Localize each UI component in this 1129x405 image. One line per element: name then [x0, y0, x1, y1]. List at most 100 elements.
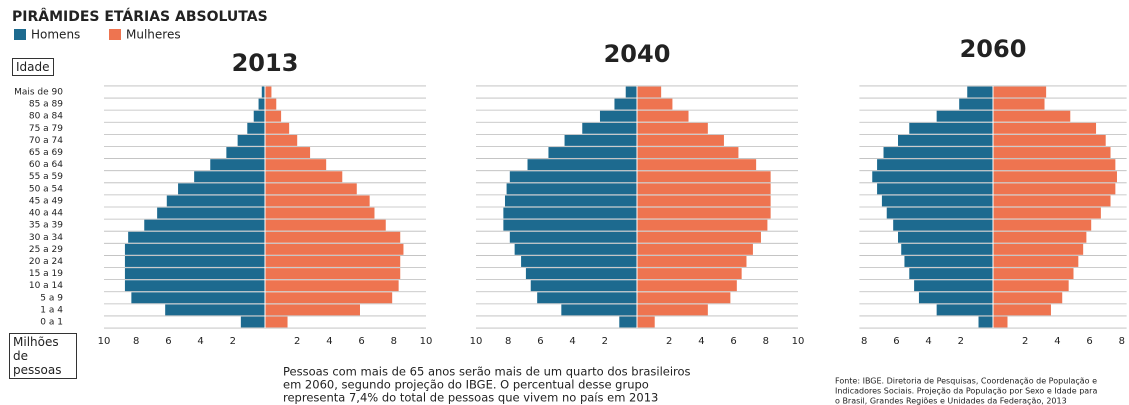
- bar: [993, 147, 1111, 158]
- bar: [637, 316, 655, 328]
- bar: [993, 304, 1051, 316]
- x-tick-label: 6: [893, 336, 899, 347]
- bar: [265, 195, 370, 207]
- bar: [265, 256, 401, 267]
- bar: [637, 86, 662, 98]
- bar: [625, 86, 637, 98]
- bar: [877, 183, 993, 195]
- bar: [993, 183, 1116, 195]
- bar: [265, 159, 327, 171]
- bar: [993, 292, 1063, 304]
- y-tick-label: 1 a 4: [40, 305, 63, 315]
- bar: [909, 122, 993, 134]
- x-tick-label: 6: [358, 336, 364, 347]
- bar: [265, 219, 386, 231]
- x-tick-label: 4: [326, 336, 332, 347]
- bar: [993, 243, 1084, 255]
- bar: [898, 134, 993, 146]
- bar: [993, 134, 1106, 146]
- source: Fonte: IBGE. Diretoria de Pesquisas, Coo…: [835, 377, 1097, 386]
- bar: [509, 171, 637, 183]
- y-tick-label: 40 a 44: [29, 209, 63, 219]
- source: o Brasil, Grandes Regiões e Unidades da …: [835, 397, 1067, 405]
- x-tick-label: 6: [1086, 336, 1092, 347]
- x-tick-label: 2: [666, 336, 672, 347]
- bar: [247, 122, 265, 134]
- bar: [993, 122, 1097, 134]
- x-tick-label: 8: [391, 336, 397, 347]
- bar: [614, 98, 637, 110]
- caption: Pessoas com mais de 65 anos serão mais d…: [283, 365, 691, 379]
- bar: [967, 86, 993, 98]
- bar: [872, 171, 993, 183]
- bar: [265, 98, 277, 110]
- x-tick-label: 6: [165, 336, 171, 347]
- bar: [504, 195, 637, 207]
- bar: [637, 171, 771, 183]
- bar: [530, 280, 637, 292]
- bar: [993, 98, 1045, 110]
- bar: [503, 207, 637, 219]
- bar: [898, 231, 993, 243]
- x-tick-label: 2: [1022, 336, 1028, 347]
- bar: [993, 207, 1101, 219]
- bar: [936, 110, 993, 122]
- bar: [993, 231, 1087, 243]
- y-tick-label: 5 a 9: [40, 293, 63, 303]
- bar: [993, 268, 1074, 280]
- bar: [240, 316, 265, 328]
- bar: [506, 183, 637, 195]
- x-tick-label: 10: [98, 336, 111, 347]
- legend-swatch: [109, 29, 121, 40]
- y-tick-label: 85 a 89: [29, 100, 63, 110]
- y-tick-label: 60 a 64: [29, 160, 63, 170]
- bar: [959, 98, 993, 110]
- bar: [993, 171, 1117, 183]
- bar: [514, 243, 637, 255]
- source: Indicadores Sociais. Projeção da Populaç…: [835, 387, 1097, 396]
- bar: [637, 268, 742, 280]
- bar: [521, 256, 637, 267]
- y-tick-label: 55 a 59: [29, 172, 63, 182]
- bar: [637, 292, 731, 304]
- bar: [131, 292, 265, 304]
- bar: [548, 147, 637, 158]
- caption: representa 7,4% do total de pessoas que …: [283, 391, 658, 405]
- x-tick-label: 10: [420, 336, 433, 347]
- bar: [537, 292, 637, 304]
- bar: [265, 243, 404, 255]
- caption: em 2060, segundo projeção do IBGE. O per…: [283, 378, 649, 392]
- bar: [993, 316, 1008, 328]
- bar: [637, 134, 724, 146]
- bar: [909, 268, 993, 280]
- bar: [261, 86, 265, 98]
- bar: [124, 268, 266, 280]
- bar: [637, 122, 708, 134]
- x-tick-label: 4: [197, 336, 203, 347]
- y-tick-label: 70 a 74: [29, 136, 63, 146]
- y-tick-label: 20 a 24: [29, 257, 63, 267]
- x-tick-label: 6: [537, 336, 543, 347]
- panel-title: 2060: [960, 35, 1027, 63]
- legend-swatch: [14, 29, 26, 40]
- bar: [265, 207, 375, 219]
- bar: [265, 171, 343, 183]
- x-tick-label: 8: [763, 336, 769, 347]
- bar: [265, 292, 393, 304]
- bar: [124, 280, 266, 292]
- bar: [993, 86, 1047, 98]
- bar: [993, 195, 1111, 207]
- bar: [561, 304, 637, 316]
- bar: [210, 159, 265, 171]
- bar: [265, 316, 288, 328]
- bar: [194, 171, 265, 183]
- bar: [877, 159, 993, 171]
- bar: [978, 316, 993, 328]
- bar: [881, 195, 993, 207]
- bar: [265, 86, 272, 98]
- bar: [265, 147, 311, 158]
- bar: [165, 304, 265, 316]
- bar: [265, 110, 282, 122]
- bar: [253, 110, 265, 122]
- bar: [637, 110, 689, 122]
